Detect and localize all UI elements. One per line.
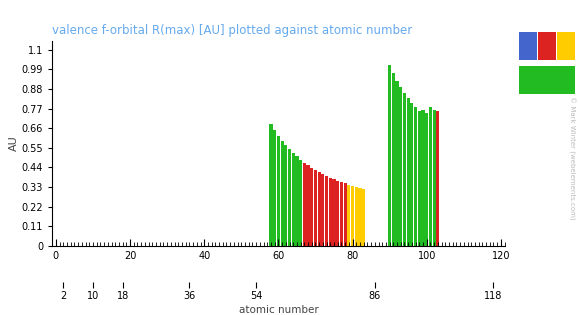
Bar — [407, 98, 409, 246]
Bar — [347, 185, 350, 246]
Bar — [422, 110, 425, 246]
X-axis label: atomic number: atomic number — [238, 305, 318, 315]
Bar — [314, 170, 317, 246]
Bar — [362, 189, 365, 246]
Bar — [269, 124, 273, 246]
Text: valence f-orbital R(max) [AU] plotted against atomic number: valence f-orbital R(max) [AU] plotted ag… — [52, 24, 412, 37]
Bar — [343, 183, 347, 246]
Bar — [273, 130, 276, 246]
Bar — [332, 179, 336, 246]
Bar — [403, 93, 406, 246]
Bar — [295, 156, 299, 246]
Bar — [306, 165, 310, 246]
Bar — [396, 81, 398, 246]
Bar — [355, 187, 358, 246]
Text: © Mark Winter (webelements.com): © Mark Winter (webelements.com) — [568, 96, 575, 219]
Bar — [277, 136, 280, 246]
Bar — [299, 159, 302, 246]
Bar — [329, 178, 332, 246]
Bar — [351, 186, 354, 246]
Bar — [340, 182, 343, 246]
Bar — [425, 112, 428, 246]
Bar — [310, 168, 313, 246]
Bar — [418, 111, 421, 246]
Bar — [321, 174, 324, 246]
Bar — [303, 163, 306, 246]
Bar — [388, 65, 392, 246]
Bar — [399, 87, 403, 246]
Bar — [288, 149, 291, 246]
Bar — [392, 73, 395, 246]
Bar — [281, 141, 284, 246]
Bar — [429, 107, 432, 246]
Bar — [414, 107, 417, 246]
Y-axis label: AU: AU — [9, 135, 19, 151]
Bar — [284, 145, 288, 246]
Bar — [433, 110, 436, 246]
Bar — [292, 153, 295, 246]
Bar — [436, 111, 440, 246]
Bar — [325, 176, 328, 246]
Bar — [336, 181, 339, 246]
Bar — [358, 188, 361, 246]
Bar — [410, 103, 414, 246]
Bar — [318, 172, 321, 246]
